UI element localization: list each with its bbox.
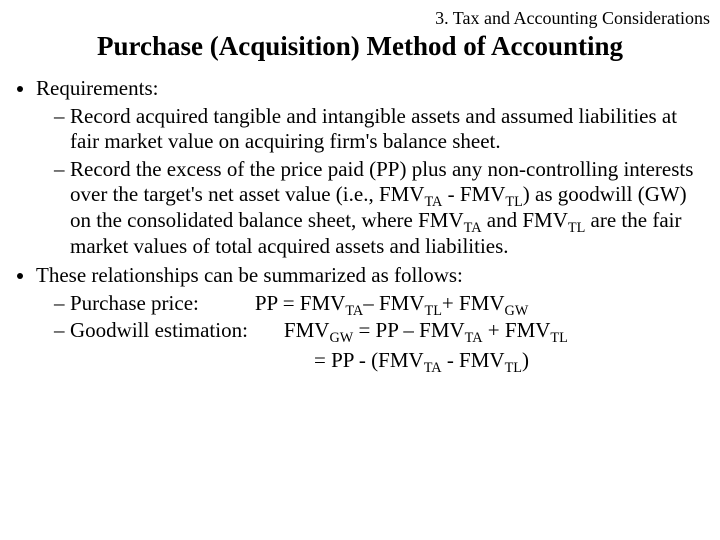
subscript-ta: TA: [465, 331, 483, 347]
gw2-c: ): [522, 348, 529, 372]
req-2: Record the excess of the price paid (PP)…: [54, 157, 710, 259]
subscript-tl: TL: [568, 220, 585, 236]
subscript-tl: TL: [550, 331, 567, 347]
gw2-b: - FMV: [442, 348, 505, 372]
pp-eq-a: PP = FMV: [255, 291, 345, 315]
summary-label: These relationships can be summarized as…: [36, 263, 463, 287]
gw-formula-line2: = PP - (FMVTA - FMVTL): [36, 348, 710, 374]
gw-formula: FMVGW = PP – FMVTA + FMVTL: [248, 318, 710, 344]
subscript-gw: GW: [505, 303, 529, 319]
req-1: Record acquired tangible and intangible …: [54, 104, 710, 155]
slide-title: Purchase (Acquisition) Method of Account…: [10, 31, 710, 62]
subscript-gw: GW: [329, 331, 353, 347]
subscript-ta: TA: [424, 360, 442, 376]
pp-eq-b: – FMV: [363, 291, 424, 315]
gw2-a: = PP - (FMV: [314, 348, 424, 372]
section-header: 3. Tax and Accounting Considerations: [10, 8, 710, 29]
gw-label: Goodwill estimation:: [70, 318, 248, 344]
req2-text-d: and FMV: [482, 208, 568, 232]
content-list: Requirements: Record acquired tangible a…: [10, 76, 710, 374]
summary-item: These relationships can be summarized as…: [36, 263, 710, 373]
req2-text-b: - FMV: [442, 182, 505, 206]
subscript-ta: TA: [345, 303, 363, 319]
pp-label: Purchase price:: [70, 291, 199, 317]
requirements-item: Requirements: Record acquired tangible a…: [36, 76, 710, 259]
requirements-sublist: Record acquired tangible and intangible …: [36, 104, 710, 260]
summary-sublist: Purchase price: PP = FMVTA– FMVTL+ FMVGW…: [36, 291, 710, 344]
pp-eq-c: + FMV: [442, 291, 505, 315]
goodwill-row: Goodwill estimation: FMVGW = PP – FMVTA …: [54, 318, 710, 344]
gw-eq-a: FMV: [284, 318, 330, 342]
gw-eq-c: + FMV: [483, 318, 551, 342]
gw-eq-b: = PP – FMV: [353, 318, 464, 342]
subscript-tl: TL: [424, 303, 441, 319]
subscript-tl: TL: [505, 360, 522, 376]
purchase-price-row: Purchase price: PP = FMVTA– FMVTL+ FMVGW: [54, 291, 710, 317]
requirements-label: Requirements:: [36, 76, 158, 100]
pp-formula: PP = FMVTA– FMVTL+ FMVGW: [199, 291, 710, 317]
